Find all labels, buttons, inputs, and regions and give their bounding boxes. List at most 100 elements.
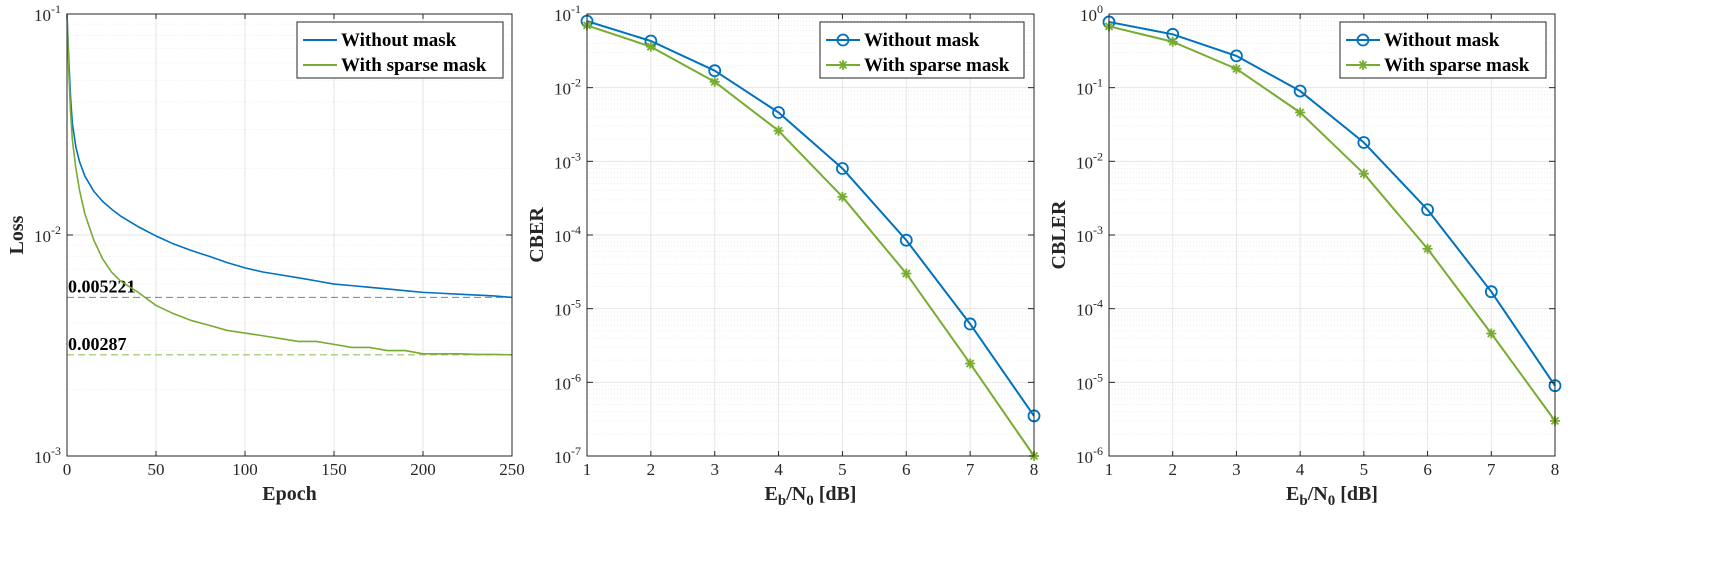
chart-panel-3: 1 2 3 4 5 6 7 810-610-510-410-310-210-1100Eb/N0… (1048, 2, 1562, 509)
y-tick-label-text: 10-1 (554, 2, 581, 25)
x-tick-label: 250 (499, 460, 525, 479)
y-tick-label: 10-4 (554, 223, 581, 246)
legend: Without mask With sparse mask (819, 21, 1025, 79)
y-tick-label-exponent: -7 (571, 444, 581, 458)
data-point (708, 64, 722, 78)
y-tick-label: 10-6 (1076, 444, 1103, 467)
asterisk-stroke (646, 42, 655, 51)
legend-label: With sparse mask (1384, 55, 1530, 76)
y-tick-label-exponent: 0 (1097, 2, 1103, 16)
y-tick-label-text: 10-3 (1076, 223, 1103, 246)
asterisk-stroke (1296, 108, 1305, 117)
data-point (1230, 49, 1243, 63)
y-tick-label-base: 10 (554, 448, 571, 467)
legend-label: With sparse mask (864, 55, 1010, 76)
legend-entry-1: Without mask (826, 30, 980, 51)
series-line (66, 13, 513, 356)
x-axis-label: Epoch (262, 483, 316, 505)
series-line (586, 20, 1035, 417)
legend-label: With sparse mask (341, 55, 487, 76)
y-tick-label-text: 10-3 (554, 149, 581, 172)
data-point (1486, 328, 1497, 339)
x-tick-label: 2 (1168, 460, 1177, 479)
asterisk-stroke (1423, 244, 1432, 253)
asterisk-stroke (1487, 329, 1496, 338)
legend-entry-2: With sparse mask (1346, 55, 1530, 76)
data-point (965, 358, 976, 369)
ticks: 1 2 3 4 5 6 7 810-710-610-510-410-310-210-1 (554, 2, 1038, 479)
y-tick-label-exponent: -5 (1093, 370, 1103, 384)
y-tick-label-text: 100 (1080, 2, 1103, 25)
y-tick-label-base: 10 (554, 6, 571, 25)
y-tick-label: 100 (1080, 2, 1103, 25)
legend-label: Without mask (1384, 30, 1500, 51)
y-tick-label-base: 10 (554, 227, 571, 246)
asterisk-stroke (710, 77, 719, 86)
data-point (963, 317, 977, 331)
y-tick-label-exponent: -3 (571, 149, 581, 163)
asterisk-stroke (774, 126, 783, 135)
y-tick-label-text: 10-6 (1076, 444, 1103, 467)
y-tick-label-base: 10 (1076, 301, 1093, 320)
legend: Without mask With sparse mask (1339, 21, 1547, 79)
y-tick-label-text: 10-1 (34, 2, 61, 25)
y-tick-label-base: 10 (1076, 448, 1093, 467)
y-tick-label-exponent: -4 (571, 223, 581, 237)
y-tick-label-base: 10 (554, 80, 571, 99)
y-tick-label-text: 10-1 (1076, 76, 1103, 99)
y-tick-label-base: 10 (34, 448, 51, 467)
legend-entry-2: With sparse mask (303, 55, 487, 76)
legend-label: Without mask (864, 30, 980, 51)
grid (66, 13, 513, 457)
y-tick-label: 10-6 (554, 370, 581, 393)
legend: Without mask With sparse mask (296, 21, 504, 79)
y-tick-label-base: 10 (1076, 80, 1093, 99)
y-tick-label-base: 10 (34, 227, 51, 246)
y-tick-label-base: 10 (34, 6, 51, 25)
y-tick-label: 10-2 (1076, 149, 1103, 172)
x-tick-label: 6 (1423, 460, 1432, 479)
x-tick-label: 150 (321, 460, 347, 479)
y-tick-label-exponent: -6 (571, 370, 581, 384)
x-tick-label: 7 (1487, 460, 1496, 479)
y-axis-label: CBER (526, 207, 548, 263)
y-tick-label: 10-3 (1076, 223, 1103, 246)
x-tick-label: 100 (232, 460, 258, 479)
y-axis-label: Loss (6, 215, 28, 254)
y-tick-label: 10-4 (1076, 297, 1103, 320)
y-tick-label-exponent: -1 (1093, 76, 1103, 90)
y-tick-label: 10-7 (554, 444, 581, 467)
data-point (1358, 168, 1369, 179)
asterisk-stroke (838, 192, 847, 201)
series-1 (1102, 15, 1562, 393)
y-tick-label-exponent: -2 (51, 223, 61, 237)
y-tick-label-exponent: -1 (51, 2, 61, 16)
x-tick-label: 8 (1551, 460, 1560, 479)
legend-box (819, 21, 1025, 79)
y-tick-label-exponent: -2 (1093, 149, 1103, 163)
legend-box (296, 21, 504, 79)
x-tick-label: 8 (1030, 460, 1039, 479)
x-axis-label-mid: /N (785, 483, 807, 505)
y-tick-label-text: 10-5 (554, 297, 581, 320)
x-axis-label-end: [dB] (1335, 483, 1378, 505)
y-tick-label-text: 10-3 (34, 444, 61, 467)
x-axis-label: Eb/N0 [dB] (765, 483, 857, 509)
y-tick-label-base: 10 (1076, 153, 1093, 172)
y-tick-label-base: 10 (554, 374, 571, 393)
x-tick-label: 2 (647, 460, 656, 479)
y-tick-label: 10-1 (554, 2, 581, 25)
data-point (1357, 136, 1371, 149)
x-axis-label-sub1: b (1299, 493, 1307, 509)
y-tick-label: 10-3 (554, 149, 581, 172)
x-tick-label: 7 (966, 460, 975, 479)
data-point (1484, 285, 1498, 299)
data-point (837, 191, 848, 202)
asterisk-stroke (1232, 64, 1241, 73)
x-tick-label: 6 (902, 460, 911, 479)
y-tick-label-text: 10-2 (1076, 149, 1103, 172)
legend-marker (1356, 33, 1370, 47)
